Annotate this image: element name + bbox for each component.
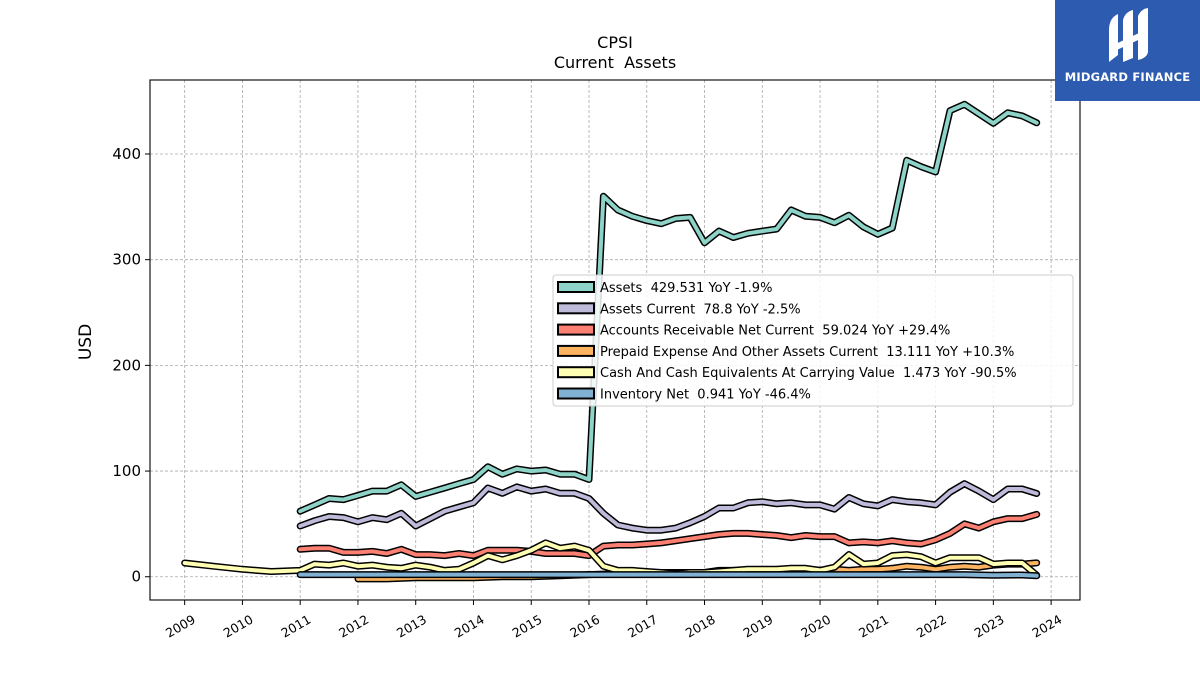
x-tick-label: 2018 <box>683 612 718 641</box>
y-tick-label: 300 <box>112 251 141 269</box>
x-tick-label: 2015 <box>509 612 544 641</box>
brand-logo: MIDGARD FINANCE <box>1055 0 1200 101</box>
y-tick-label: 0 <box>131 568 141 586</box>
y-tick-label: 100 <box>112 462 141 480</box>
x-tick-label: 2009 <box>163 612 198 641</box>
x-tick-label: 2010 <box>221 612 256 641</box>
x-tick-label: 2012 <box>336 612 371 641</box>
legend-entry: Accounts Receivable Net Current 59.024 Y… <box>600 324 950 339</box>
brand-logo-icon <box>1109 8 1148 62</box>
x-tick-label: 2017 <box>625 612 660 641</box>
x-tick-label: 2022 <box>914 612 949 641</box>
x-tick-label: 2021 <box>856 612 891 641</box>
series-line <box>182 540 1039 578</box>
legend-swatch <box>557 344 595 357</box>
series-line <box>298 512 1039 558</box>
legend-box <box>552 274 1074 407</box>
brand-name: MIDGARD FINANCE <box>1064 70 1191 84</box>
x-tick-label: 2023 <box>972 612 1007 641</box>
series-lines <box>181 100 1041 583</box>
chart-subtitle: Current Assets <box>554 53 676 72</box>
x-tick-label: 2014 <box>452 612 487 641</box>
x-tick-label: 2016 <box>567 612 602 641</box>
series-line <box>298 572 1039 578</box>
legend: Assets 429.531 YoY -1.9% Assets Current 7… <box>552 274 1074 407</box>
y-tick-label: 400 <box>112 145 141 163</box>
y-axis-label: USD <box>76 324 96 360</box>
x-tick-label: 2013 <box>394 612 429 641</box>
legend-swatch <box>557 387 595 400</box>
x-tick-label: 2019 <box>741 612 776 641</box>
legend-entry: Cash And Cash Equivalents At Carrying Va… <box>600 366 1017 381</box>
series-line <box>298 481 1039 533</box>
x-tick-label: 2011 <box>278 612 313 641</box>
chart-title: CPSI <box>597 33 633 52</box>
x-tick-label: 2024 <box>1029 612 1064 641</box>
legend-entry: Assets 429.531 YoY -1.9% <box>600 281 772 296</box>
x-tick-label: 2020 <box>798 612 833 641</box>
legend-swatch <box>557 302 595 315</box>
legend-entry: Prepaid Expense And Other Assets Current… <box>600 345 1014 360</box>
legend-swatch <box>557 281 595 293</box>
legend-swatch <box>557 323 595 336</box>
plot-frame <box>149 79 1081 601</box>
legend-swatch <box>557 366 595 379</box>
y-tick-label: 200 <box>112 356 141 374</box>
series-line <box>298 102 1039 514</box>
legend-entry: Inventory Net 0.941 YoY -46.4% <box>600 388 811 403</box>
legend-entry: Assets Current 78.8 YoY -2.5% <box>600 302 801 317</box>
